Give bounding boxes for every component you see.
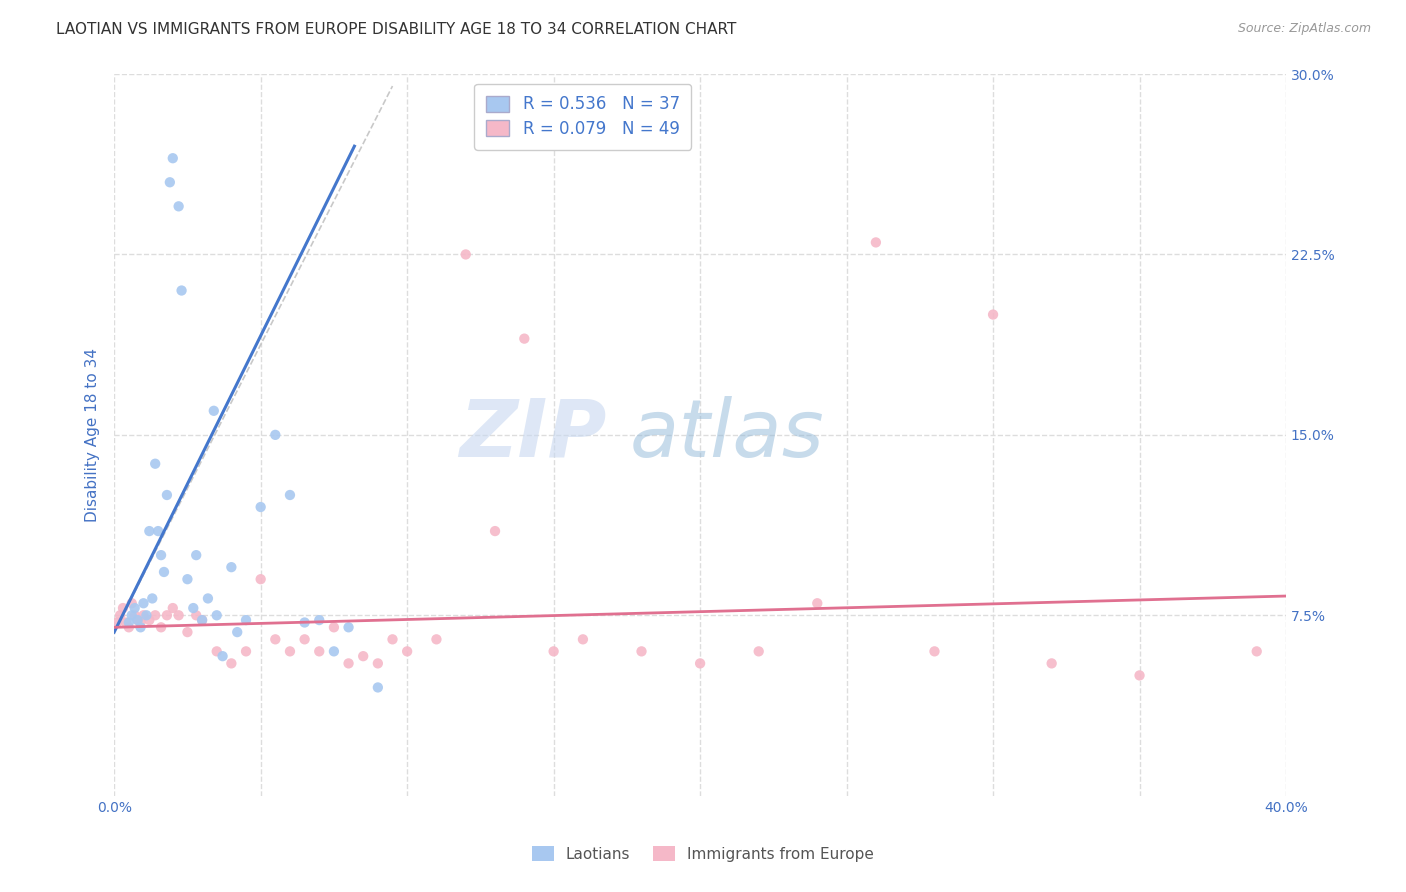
Point bbox=[484, 524, 506, 538]
Text: ZIP: ZIP bbox=[458, 396, 606, 474]
Point bbox=[454, 247, 477, 261]
Point bbox=[572, 632, 595, 647]
Point bbox=[159, 175, 181, 189]
Point bbox=[150, 620, 173, 634]
Point bbox=[135, 608, 157, 623]
Point bbox=[132, 596, 155, 610]
Point bbox=[138, 524, 160, 538]
Point bbox=[806, 596, 828, 610]
Point bbox=[381, 632, 404, 647]
Point bbox=[115, 615, 138, 630]
Point bbox=[294, 615, 316, 630]
Point bbox=[108, 608, 131, 623]
Point bbox=[865, 235, 887, 250]
Point bbox=[191, 613, 214, 627]
Legend: R = 0.536   N = 37, R = 0.079   N = 49: R = 0.536 N = 37, R = 0.079 N = 49 bbox=[474, 84, 692, 150]
Text: LAOTIAN VS IMMIGRANTS FROM EUROPE DISABILITY AGE 18 TO 34 CORRELATION CHART: LAOTIAN VS IMMIGRANTS FROM EUROPE DISABI… bbox=[56, 22, 737, 37]
Point bbox=[278, 488, 301, 502]
Point bbox=[513, 332, 536, 346]
Point bbox=[294, 632, 316, 647]
Point bbox=[127, 613, 149, 627]
Point bbox=[1040, 657, 1063, 671]
Point bbox=[181, 601, 204, 615]
Point bbox=[337, 620, 360, 634]
Point bbox=[235, 613, 257, 627]
Point bbox=[308, 644, 330, 658]
Point bbox=[127, 613, 149, 627]
Point bbox=[748, 644, 770, 658]
Point bbox=[396, 644, 419, 658]
Text: atlas: atlas bbox=[630, 396, 824, 474]
Point bbox=[211, 649, 233, 664]
Point bbox=[170, 284, 193, 298]
Point bbox=[176, 572, 198, 586]
Point bbox=[143, 608, 166, 623]
Point bbox=[322, 644, 344, 658]
Point bbox=[156, 608, 179, 623]
Point bbox=[153, 565, 176, 579]
Point bbox=[129, 615, 152, 630]
Point bbox=[367, 657, 389, 671]
Point bbox=[202, 404, 225, 418]
Point bbox=[197, 591, 219, 606]
Point bbox=[121, 608, 143, 623]
Point bbox=[186, 548, 208, 562]
Point bbox=[124, 601, 146, 615]
Point bbox=[543, 644, 565, 658]
Point bbox=[249, 500, 271, 514]
Point bbox=[235, 644, 257, 658]
Point bbox=[124, 608, 146, 623]
Text: Source: ZipAtlas.com: Source: ZipAtlas.com bbox=[1237, 22, 1371, 36]
Point bbox=[132, 608, 155, 623]
Point bbox=[141, 591, 163, 606]
Point bbox=[146, 524, 169, 538]
Point bbox=[167, 199, 190, 213]
Point bbox=[322, 620, 344, 634]
Point bbox=[226, 625, 249, 640]
Point bbox=[630, 644, 652, 658]
Point bbox=[118, 620, 141, 634]
Point bbox=[367, 681, 389, 695]
Point bbox=[1246, 644, 1268, 658]
Point bbox=[162, 601, 184, 615]
Point bbox=[143, 457, 166, 471]
Point bbox=[278, 644, 301, 658]
Point bbox=[138, 613, 160, 627]
Point bbox=[191, 613, 214, 627]
Point bbox=[264, 632, 287, 647]
Point bbox=[167, 608, 190, 623]
Point bbox=[337, 657, 360, 671]
Legend: Laotians, Immigrants from Europe: Laotians, Immigrants from Europe bbox=[523, 837, 883, 871]
Point bbox=[425, 632, 447, 647]
Point bbox=[308, 613, 330, 627]
Point bbox=[689, 657, 711, 671]
Point bbox=[264, 428, 287, 442]
Point bbox=[205, 608, 228, 623]
Point bbox=[121, 596, 143, 610]
Y-axis label: Disability Age 18 to 34: Disability Age 18 to 34 bbox=[86, 348, 100, 522]
Point bbox=[129, 620, 152, 634]
Point bbox=[221, 560, 243, 574]
Point bbox=[1128, 668, 1150, 682]
Point bbox=[221, 657, 243, 671]
Point bbox=[156, 488, 179, 502]
Point bbox=[150, 548, 173, 562]
Point bbox=[118, 615, 141, 630]
Point bbox=[186, 608, 208, 623]
Point bbox=[111, 601, 134, 615]
Point bbox=[205, 644, 228, 658]
Point bbox=[176, 625, 198, 640]
Point bbox=[105, 615, 128, 630]
Point bbox=[924, 644, 946, 658]
Point bbox=[981, 308, 1004, 322]
Point bbox=[162, 151, 184, 165]
Point bbox=[249, 572, 271, 586]
Point bbox=[352, 649, 374, 664]
